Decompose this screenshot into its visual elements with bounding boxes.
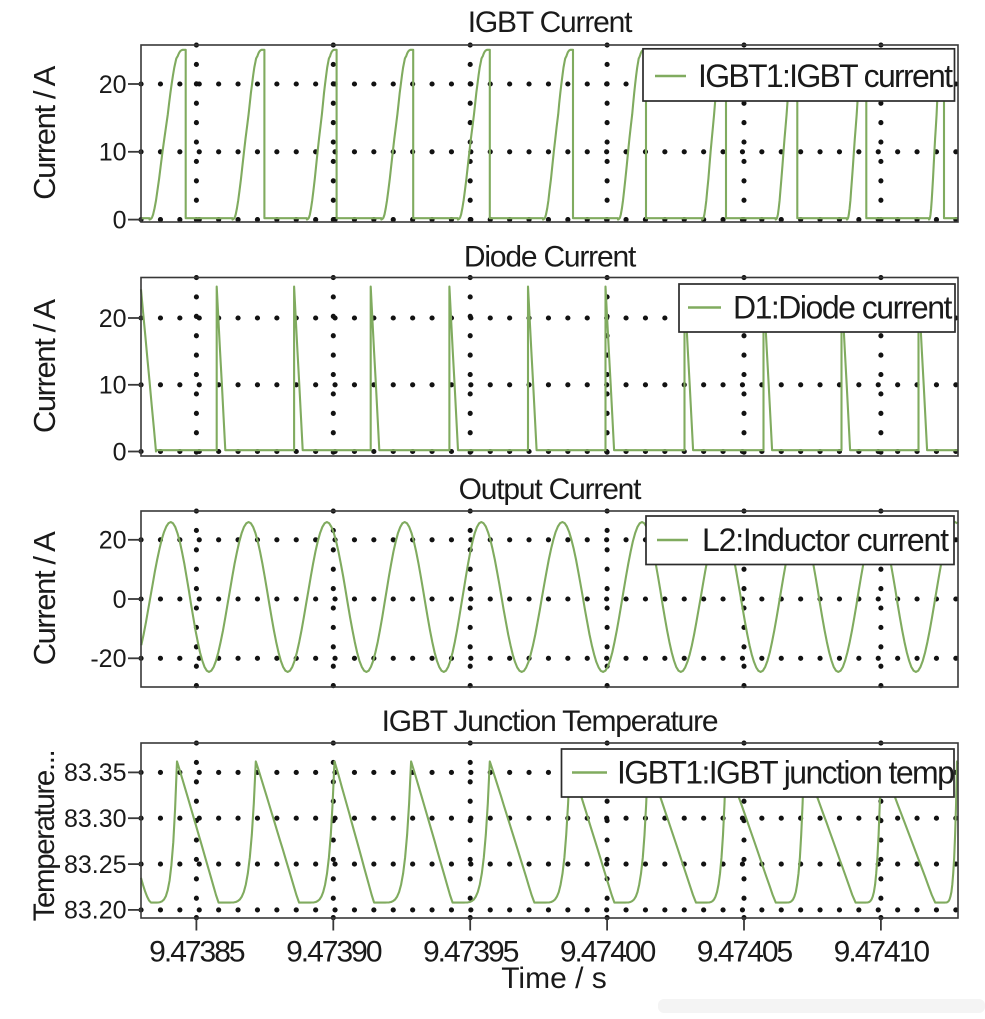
- svg-text:9.47410: 9.47410: [834, 936, 930, 969]
- svg-text:83.20: 83.20: [64, 897, 127, 925]
- svg-text:83.25: 83.25: [64, 851, 127, 879]
- svg-text:Output Current: Output Current: [459, 473, 642, 506]
- svg-text:83.35: 83.35: [64, 759, 127, 787]
- svg-text:Current / A: Current / A: [27, 65, 62, 199]
- svg-text:Diode Current: Diode Current: [464, 241, 637, 274]
- svg-text:Time / s: Time / s: [501, 962, 607, 995]
- svg-text:20: 20: [99, 527, 127, 555]
- svg-text:Current / A: Current / A: [27, 531, 62, 665]
- svg-text:0: 0: [113, 206, 127, 234]
- svg-text:9.47385: 9.47385: [149, 936, 245, 969]
- svg-text:IGBT Current: IGBT Current: [468, 6, 633, 39]
- svg-text:83.30: 83.30: [64, 805, 127, 833]
- svg-text:10: 10: [99, 139, 127, 167]
- svg-text:0: 0: [113, 438, 127, 466]
- svg-text:9.47405: 9.47405: [697, 936, 793, 969]
- svg-text:IGBT1:IGBT junction temp: IGBT1:IGBT junction temp: [617, 755, 954, 791]
- svg-text:IGBT Junction Temperature: IGBT Junction Temperature: [382, 705, 718, 738]
- svg-text:20: 20: [99, 305, 127, 333]
- svg-text:9.47400: 9.47400: [560, 936, 656, 969]
- svg-text:9.47390: 9.47390: [286, 936, 382, 969]
- svg-text:L2:Inductor current: L2:Inductor current: [702, 522, 949, 558]
- svg-text:20: 20: [99, 71, 127, 99]
- svg-text:IGBT1:IGBT current: IGBT1:IGBT current: [698, 58, 953, 94]
- svg-text:D1:Diode current: D1:Diode current: [733, 290, 953, 326]
- svg-text:0: 0: [113, 586, 127, 614]
- svg-text:-20: -20: [90, 645, 126, 673]
- svg-text:10: 10: [99, 372, 127, 400]
- svg-text:Temperature...: Temperature...: [28, 751, 61, 922]
- svg-text:Current / A: Current / A: [27, 299, 62, 433]
- svg-text:9.47395: 9.47395: [423, 936, 519, 969]
